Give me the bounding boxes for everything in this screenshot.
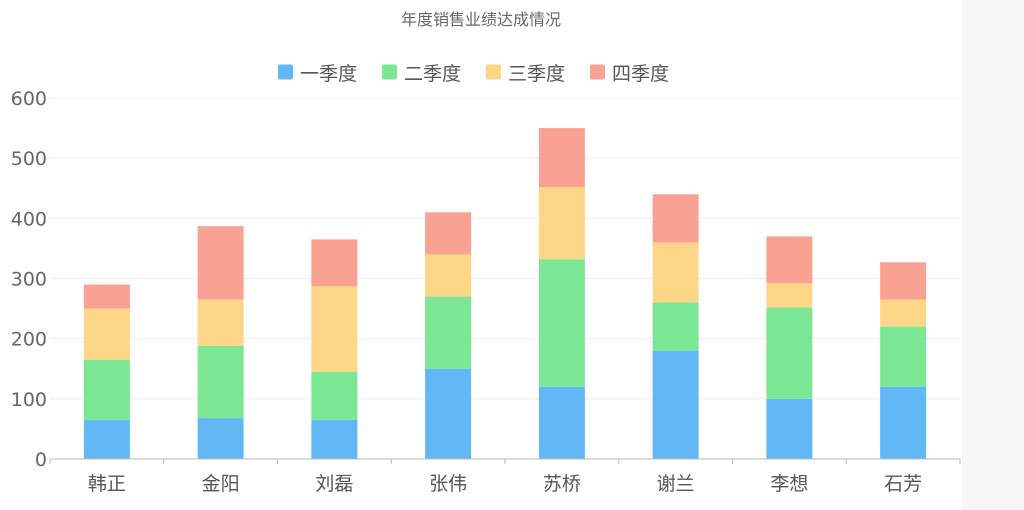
bar-segment-韩正-三季度[interactable] xyxy=(83,308,130,360)
legend-label: 二季度 xyxy=(404,63,461,85)
bar-segment-石芳-一季度[interactable] xyxy=(880,386,927,459)
bar-segment-李想-二季度[interactable] xyxy=(766,307,813,399)
legend-item-四季度[interactable]: 四季度 xyxy=(590,63,669,85)
bar-segment-韩正-四季度[interactable] xyxy=(83,284,130,309)
x-tick-label: 韩正 xyxy=(88,473,126,495)
grid-lines xyxy=(50,97,960,400)
y-axis-ticks: 0 100 200 300 400 500 600 xyxy=(11,88,47,471)
bar-segment-谢兰-一季度[interactable] xyxy=(652,350,699,459)
bar-segment-谢兰-二季度[interactable] xyxy=(652,302,699,351)
x-tick-label: 谢兰 xyxy=(657,473,695,495)
x-axis xyxy=(49,458,961,464)
legend-label: 一季度 xyxy=(300,63,357,85)
bar-segment-谢兰-三季度[interactable] xyxy=(652,242,699,303)
bar-segment-石芳-三季度[interactable] xyxy=(880,299,927,327)
bar-segment-李想-三季度[interactable] xyxy=(766,283,813,308)
legend-label: 四季度 xyxy=(612,63,669,85)
x-tick-label: 石芳 xyxy=(884,473,922,495)
bars xyxy=(83,128,927,459)
legend-item-三季度[interactable]: 三季度 xyxy=(486,63,565,85)
legend-item-二季度[interactable]: 二季度 xyxy=(382,63,461,85)
right-edge-panel xyxy=(962,0,1024,510)
bar-segment-张伟-二季度[interactable] xyxy=(425,296,472,369)
bar-segment-谢兰-四季度[interactable] xyxy=(652,194,699,243)
bar-segment-张伟-一季度[interactable] xyxy=(425,368,472,459)
y-tick-label: 400 xyxy=(11,208,47,230)
bar-segment-刘磊-四季度[interactable] xyxy=(311,239,358,287)
y-tick-label: 0 xyxy=(35,449,47,471)
legend-swatch xyxy=(382,64,397,80)
x-tick-label: 苏桥 xyxy=(543,473,581,495)
legend-swatch xyxy=(486,64,501,80)
y-tick-label: 300 xyxy=(11,269,47,291)
bar-segment-刘磊-三季度[interactable] xyxy=(311,286,358,372)
bar-segment-金阳-二季度[interactable] xyxy=(197,345,244,419)
x-tick-label: 金阳 xyxy=(202,473,240,495)
chart-title: 年度销售业绩达成情况 xyxy=(401,10,561,29)
bar-segment-李想-四季度[interactable] xyxy=(766,236,813,284)
bar-segment-苏桥-二季度[interactable] xyxy=(538,259,585,387)
bar-segment-韩正-二季度[interactable] xyxy=(83,359,130,420)
bar-segment-金阳-四季度[interactable] xyxy=(197,226,244,300)
bar-segment-石芳-四季度[interactable] xyxy=(880,262,927,300)
bar-segment-石芳-二季度[interactable] xyxy=(880,326,927,387)
bar-segment-韩正-一季度[interactable] xyxy=(83,419,130,459)
bar-segment-李想-一季度[interactable] xyxy=(766,398,813,459)
bar-segment-金阳-一季度[interactable] xyxy=(197,418,244,459)
legend[interactable]: 一季度 二季度 三季度 四季度 xyxy=(278,63,669,85)
x-axis-labels: 韩正 金阳 刘磊 张伟 苏桥 谢兰 李想 石芳 xyxy=(88,473,922,495)
legend-swatch xyxy=(278,64,293,80)
bar-segment-刘磊-二季度[interactable] xyxy=(311,371,358,420)
y-tick-label: 100 xyxy=(11,389,47,411)
legend-swatch xyxy=(590,64,605,80)
bar-segment-苏桥-四季度[interactable] xyxy=(538,128,585,188)
bar-segment-张伟-三季度[interactable] xyxy=(425,254,472,297)
bar-segment-苏桥-三季度[interactable] xyxy=(538,187,585,260)
x-tick-label: 李想 xyxy=(770,473,808,495)
y-tick-label: 200 xyxy=(11,329,47,351)
x-tick-label: 刘磊 xyxy=(315,473,353,495)
x-tick-label: 张伟 xyxy=(429,473,467,495)
bar-segment-张伟-四季度[interactable] xyxy=(425,212,472,255)
y-tick-label: 600 xyxy=(11,88,47,110)
y-tick-label: 500 xyxy=(11,148,47,170)
legend-label: 三季度 xyxy=(508,63,565,85)
bar-segment-刘磊-一季度[interactable] xyxy=(311,419,358,459)
legend-item-一季度[interactable]: 一季度 xyxy=(278,63,357,85)
bar-segment-金阳-三季度[interactable] xyxy=(197,299,244,346)
bar-segment-苏桥-一季度[interactable] xyxy=(538,386,585,459)
